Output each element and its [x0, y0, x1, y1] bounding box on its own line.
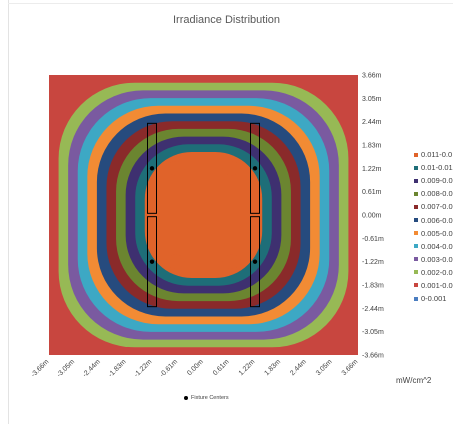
fixture-outline-1 — [147, 122, 157, 214]
legend-swatch — [414, 257, 418, 262]
fixture-legend-label: Fixture Centers — [191, 395, 229, 401]
legend-label: 0.005-0.0 — [421, 228, 453, 238]
legend-item: 0.006-0.0 — [414, 213, 453, 226]
x-tick-label: 2.44m — [289, 358, 308, 377]
peak-region-4 — [222, 254, 241, 269]
legend-label: 0.002-0.0 — [421, 267, 453, 277]
y-tick-label: -0.61m — [362, 236, 384, 243]
legend-item: 0.004-0.0 — [414, 240, 453, 253]
legend-label: 0-0.001 — [421, 294, 447, 304]
legend-label: 0.001-0.0 — [421, 280, 453, 290]
contour-bands — [49, 75, 358, 355]
fixture-center-4 — [252, 259, 258, 264]
legend-swatch — [414, 283, 418, 288]
fixture-outline-3 — [147, 216, 157, 308]
legend-item: 0.003-0.0 — [414, 253, 453, 266]
legend-item: 0.007-0.0 — [414, 200, 453, 213]
x-tick-label: 3.66m — [341, 358, 360, 377]
legend-label: 0.008-0.0 — [421, 189, 453, 199]
y-tick-label: -2.44m — [362, 306, 384, 313]
x-tick-label: 0.61m — [212, 358, 231, 377]
x-tick-label: -1.22m — [133, 358, 153, 378]
x-tick-label: -1.83m — [107, 358, 127, 378]
x-tick-label: -0.61m — [159, 358, 179, 378]
legend-item: 0.002-0.0 — [414, 266, 453, 279]
x-tick-label: 3.05m — [315, 358, 334, 377]
legend-item: 0.008-0.0 — [414, 187, 453, 200]
legend-label: 0.003-0.0 — [421, 254, 453, 264]
fixture-outline-4 — [250, 216, 260, 308]
legend-label: 0.004-0.0 — [421, 241, 453, 251]
legend-swatch — [414, 165, 418, 170]
x-tick-label: 1.22m — [238, 358, 257, 377]
legend-label: 0.011-0.0 — [421, 150, 453, 160]
legend-swatch — [414, 296, 418, 301]
fixture-center-3 — [149, 259, 155, 264]
x-tick-label: -2.44m — [82, 358, 102, 378]
legend-swatch — [414, 204, 418, 209]
x-tick-label: -3.66m — [30, 358, 50, 378]
x-axis-tick-labels: -3.66m -3.05m -2.44m -1.83m -1.22m -0.61m 0.00… — [30, 358, 359, 378]
legend-swatch — [414, 152, 418, 157]
y-tick-label: -1.83m — [362, 283, 384, 290]
y-tick-label: 0.00m — [362, 213, 382, 220]
y-tick-label: 1.22m — [362, 166, 382, 173]
legend-swatch — [414, 244, 418, 249]
x-tick-label: -3.05m — [56, 358, 76, 378]
fixture-outline-2 — [250, 122, 260, 214]
y-tick-label: 0.61m — [362, 189, 382, 196]
frame-border-top — [8, 3, 453, 4]
units-label: mW/cm^2 — [396, 376, 432, 385]
legend-item: 0.009-0.0 — [414, 174, 453, 187]
frame-border-left — [8, 0, 9, 424]
y-tick-label: -3.66m — [362, 353, 384, 360]
legend-item: 0.005-0.0 — [414, 227, 453, 240]
y-tick-label: 1.83m — [362, 143, 382, 150]
fixture-legend-marker — [184, 396, 188, 400]
fixture-markers — [147, 122, 260, 308]
y-tick-label: 3.05m — [362, 96, 382, 103]
y-tick-label: 2.44m — [362, 119, 382, 126]
legend-item: 0.011-0.0 — [414, 148, 453, 161]
legend-item: 0.001-0.0 — [414, 279, 453, 292]
contour-band-1 — [144, 152, 263, 278]
legend-label: 0.009-0.0 — [421, 176, 453, 186]
y-tick-label: 3.66m — [362, 73, 382, 80]
peak-region-3 — [166, 254, 185, 269]
y-axis-tick-labels: 3.66m 3.05m 2.44m 1.83m 1.22m 0.61m 0.00m -0.61… — [362, 73, 384, 360]
y-tick-label: -3.05m — [362, 329, 384, 336]
legend-swatch — [414, 231, 418, 236]
peak-region-2 — [222, 161, 241, 176]
chart-title: Irradiance Distribution — [173, 14, 280, 26]
legend-label: 0.007-0.0 — [421, 202, 453, 212]
peak-region-1 — [166, 161, 185, 176]
x-tick-label: 1.83m — [263, 358, 282, 377]
x-tick-label: 0.00m — [186, 358, 205, 377]
legend-item: 0.01-0.01 — [414, 161, 453, 174]
legend-item: 0-0.001 — [414, 292, 453, 305]
y-tick-label: -1.22m — [362, 259, 384, 266]
legend-swatch — [414, 178, 418, 183]
legend-swatch — [414, 218, 418, 223]
fixture-center-1 — [149, 166, 155, 171]
legend-label: 0.006-0.0 — [421, 215, 453, 225]
legend-swatch — [414, 270, 418, 275]
fixture-legend: Fixture Centers — [184, 395, 229, 401]
level-legend: 0.011-0.0 0.01-0.01 0.009-0.0 0.008-0.0 0.00… — [414, 148, 453, 305]
legend-swatch — [414, 191, 418, 196]
fixture-center-2 — [252, 166, 258, 171]
legend-label: 0.01-0.01 — [421, 163, 453, 173]
